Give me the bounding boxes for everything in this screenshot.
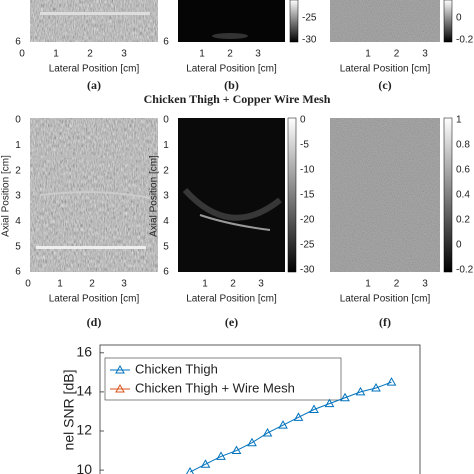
x-tick-label: 2 (87, 49, 93, 60)
colorbar-label: -15 (300, 190, 315, 201)
x-tick-label: 1 (365, 279, 371, 290)
colorbar-label: 0.8 (456, 140, 470, 151)
colorbar-label: 0 (456, 240, 462, 251)
legend-marker (115, 383, 125, 393)
colorbar-label: 0 (456, 13, 462, 24)
point (309, 404, 319, 413)
point (200, 459, 211, 468)
colorbar-label: 1 (456, 115, 462, 126)
point (186, 467, 194, 474)
colorbar-label: -20 (300, 215, 315, 226)
x-tick-label: 3 (422, 279, 428, 290)
colorbar-label: -0.2 (456, 35, 474, 46)
panel-label: (c) (378, 78, 391, 92)
y-tick-label: 5 (163, 241, 169, 252)
x-axis-label: Lateral Position [cm] (340, 294, 431, 305)
panel-label: (a) (87, 78, 101, 92)
y-tick-label: 4 (15, 216, 21, 227)
x-tick-label: 2 (394, 279, 400, 290)
legend-entry: Chicken Thigh (135, 361, 218, 376)
y-tick-label: 5 (15, 241, 21, 252)
plot-frame (99, 344, 421, 474)
y-tick-label: 6 (15, 267, 21, 278)
x-tick-label: 3 (121, 49, 127, 60)
point (216, 451, 226, 460)
point (340, 392, 350, 402)
legend-entry: Chicken Thigh + Wire Mesh (135, 380, 295, 395)
point (324, 398, 335, 408)
x-tick-label: 1 (365, 49, 371, 60)
point (247, 437, 257, 447)
point (371, 382, 381, 392)
section-title: Chicken Thigh + Copper Wire Mesh (144, 92, 331, 106)
y-tick-label: 2 (15, 165, 21, 176)
colorbar-label: 0.4 (456, 190, 470, 201)
colorbar-label: -25 (302, 13, 317, 24)
x-axis-label: Lateral Position [cm] (49, 294, 140, 305)
legend-marker (115, 364, 125, 374)
x-tick-label: 1 (57, 279, 63, 290)
images (30, 0, 453, 273)
y-tick-label: 10 (76, 461, 92, 474)
y-tick-label: 14 (76, 383, 92, 399)
x-tick-label: 3 (255, 49, 261, 60)
x-tick-label: 1 (199, 49, 205, 60)
x-tick-label: 0 (19, 49, 25, 60)
point (262, 427, 273, 437)
point (386, 377, 397, 386)
x-axis-label: Lateral Position [cm] (340, 64, 431, 75)
x-axis-label: Lateral Position [cm] (49, 64, 140, 75)
panel-label: (e) (225, 315, 238, 329)
x-tick-label: 1 (53, 49, 59, 60)
point (293, 412, 304, 421)
y-tick-label: 1 (15, 140, 21, 151)
panel-label: (b) (224, 78, 239, 92)
y-tick-label: 3 (163, 191, 169, 202)
y-tick-label: 1 (163, 140, 169, 151)
colorbar-label: -30 (300, 265, 315, 276)
x-tick-label: 2 (89, 279, 95, 290)
y-tick-label: 12 (76, 422, 92, 438)
y-axis-label: Axial Position [cm] (149, 155, 160, 237)
x-tick-label: 1 (202, 279, 208, 290)
y-tick-label: 0 (163, 115, 169, 126)
point (355, 386, 366, 396)
y-axis-label: Axial Position [cm] (1, 155, 12, 237)
colorbar-label: 0.2 (456, 215, 470, 226)
y-tick-label: 16 (76, 344, 92, 360)
colorbar-label: -25 (300, 240, 315, 251)
legend-box (104, 357, 342, 401)
x-tick-label: 3 (258, 279, 264, 290)
panel-label: (d) (87, 315, 102, 329)
x-tick-label: 0 (25, 279, 31, 290)
colorbar-label: -0.2 (456, 265, 474, 276)
y-axis-label: nel SNR [dB] (61, 370, 77, 451)
x-tick-label: 2 (227, 49, 233, 60)
x-tick-label: 2 (230, 279, 236, 290)
point (278, 420, 288, 429)
x-axis-label: Lateral Position [cm] (186, 64, 277, 75)
point (231, 445, 242, 455)
x-tick-label: 3 (121, 279, 127, 290)
colorbar-label: -10 (300, 165, 315, 176)
y-tick-label: 3 (15, 191, 21, 202)
x-axis-label: Lateral Position [cm] (186, 294, 277, 305)
panel-label: (f) (379, 315, 391, 329)
x-tick-label: 2 (394, 49, 400, 60)
y-tick-label: 4 (163, 216, 169, 227)
y-tick-label: 6 (163, 267, 169, 278)
y-tick-label: 2 (163, 165, 169, 176)
colorbar-label: 0.6 (456, 165, 470, 176)
y-tick-label: 6 (163, 37, 169, 48)
y-tick-label: 0 (15, 115, 21, 126)
y-tick-label: 6 (15, 37, 21, 48)
colorbar-label: 0 (300, 115, 306, 126)
colorbar-label: -5 (300, 140, 309, 151)
x-tick-label: 3 (422, 49, 428, 60)
colorbar-label: -30 (302, 35, 317, 46)
